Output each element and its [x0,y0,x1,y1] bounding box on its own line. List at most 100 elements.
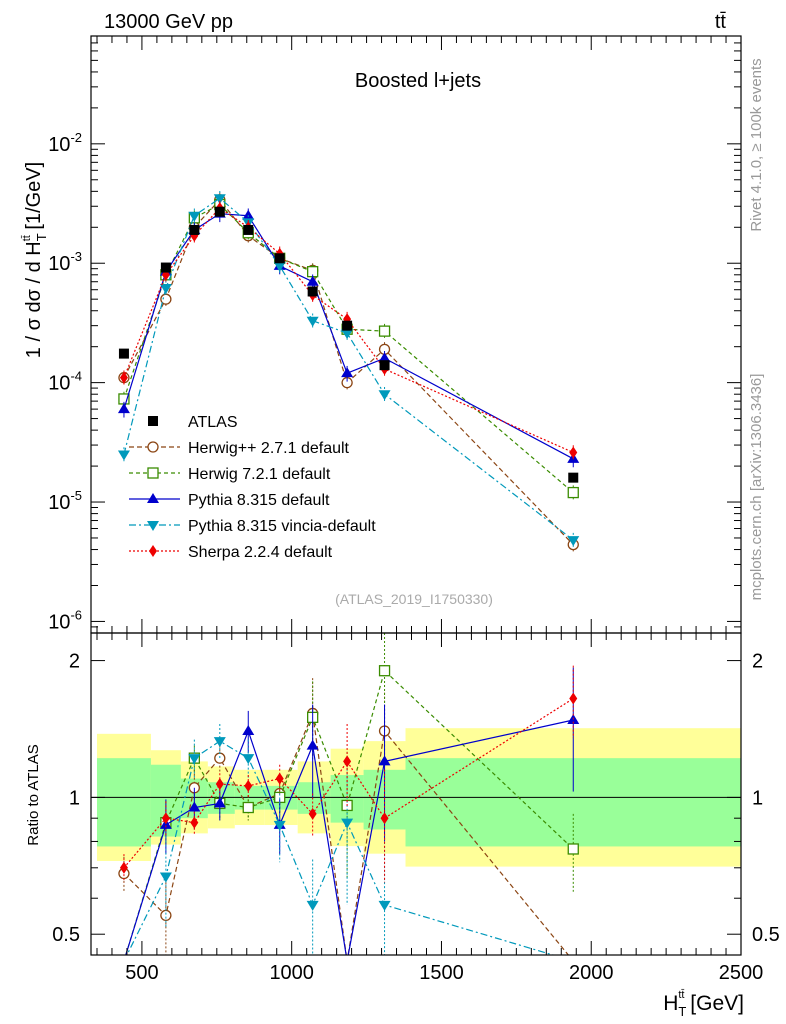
ratio-tick-label-left: 2 [69,651,80,673]
legend-marker [148,416,158,426]
chart-title: Boosted l+jets [355,70,481,92]
main-point-atlas [243,224,254,235]
ratio-line-sherpa-2-2-4-default [123,698,574,869]
main-axes: 10-6 10-5 10-4 10-3 10-2 [48,35,742,634]
main-point-atlas [189,224,200,235]
ratio-y-axis-label: Ratio to ATLAS [25,744,42,845]
ratio-point-sherpa-2-2-4-default [190,816,199,829]
y-tick-label: 10-2 [48,130,82,156]
ratio-point-pythia-8-315-vincia-default [306,900,319,911]
ratio-point-sherpa-2-2-4-default [275,772,284,785]
main-point-herwig-7-2-1-default [567,486,579,499]
y-tick-label: 10-4 [48,369,82,395]
ratio-point-herwig-2-7-1-default [160,909,172,922]
ratio-axes: 500 1000 1500 2000 2500 0.5 0.5 1 1 2 2 [52,632,780,984]
svg-text:1 / σ dσ / d HTtt̄ [1/GeV]: 1 / σ dσ / d HTtt̄ [1/GeV] [21,162,49,358]
ratio-point-herwig-7-2-1-default [567,843,579,855]
ratio-line-herwig-2-7-1-default [123,711,570,955]
ratio-tick-label-left: 0.5 [52,924,80,946]
ratio-point-pythia-8-315-vincia-default [188,754,201,765]
main-point-atlas [274,253,285,264]
main-point-atlas [568,472,579,483]
ratio-point-sherpa-2-2-4-default [119,861,128,874]
ratio-tick-label-right: 2 [752,651,763,673]
main-point-atlas [214,206,225,217]
x-axis-label: HTtt̄ [GeV] [663,989,744,1019]
x-tick-label: 1500 [419,962,464,984]
ratio-point-herwig-2-7-1-default [342,956,352,966]
y-tick-label: 10-3 [48,249,82,275]
main-point-pythia-8-315-vincia-default [117,450,130,461]
energy-label: 13000 GeV pp [104,11,233,33]
ratio-point-herwig-7-2-1-default [242,801,254,814]
main-point-pythia-8-315-default [378,352,391,363]
main-point-pythia-8-315-vincia-default [188,211,201,222]
main-point-pythia-8-315-vincia-default [159,284,172,295]
ratio-point-sherpa-2-2-4-default [380,812,389,825]
main-point-pythia-8-315-vincia-default [306,316,319,327]
main-point-atlas [307,286,318,297]
ratio-point-sherpa-2-2-4-default [161,812,170,825]
main-point-pythia-8-315-vincia-default [273,261,286,272]
ratio-point-pythia-8-315-default [188,801,201,812]
legend-marker [149,545,157,557]
main-point-pythia-8-315-default [117,403,130,414]
ratio-point-sherpa-2-2-4-default [215,778,224,791]
y-tick-label: 10-5 [48,488,82,514]
rivet-label: Rivet 4.1.0, ≥ 100k events [748,58,765,231]
ratio-point-pythia-8-315-vincia-default [242,754,255,765]
ratio-point-pythia-8-315-vincia-default [341,818,354,829]
legend: ATLAS Herwig++ 2.7.1 default Herwig 7.2.1 … [129,414,376,561]
ratio-tick-label-right: 1 [752,787,763,809]
x-tick-label: 2000 [569,962,614,984]
main-point-atlas [118,348,129,359]
ratio-line-pythia-8-315-vincia-default [126,740,556,955]
analysis-label: (ATLAS_2019_I1750330) [335,591,493,607]
main-point-pythia-8-315-default [341,367,354,378]
legend-label: Pythia 8.315 vincia-default [188,518,376,535]
main-point-pythia-8-315-vincia-default [213,194,226,205]
y-tick-label: 10-6 [48,607,82,633]
ratio-point-pythia-8-315-default [341,955,353,965]
band-stat [297,782,331,814]
ratio-point-pythia-8-315-default [213,797,226,808]
ratio-point-herwig-2-7-1-default [214,752,226,764]
ratio-point-pythia-8-315-default [242,724,255,735]
main-point-pythia-8-315-vincia-default [341,329,354,340]
main-point-atlas [342,320,353,331]
ratio-tick-label-left: 1 [69,787,80,809]
main-panel [117,191,580,554]
legend-marker [147,493,159,503]
main-point-pythia-8-315-vincia-default [567,536,580,547]
x-tick-label: 1000 [269,962,314,984]
mcplots-label: mcplots.cern.ch [arXiv:1306.3436] [748,374,765,601]
svg-text:HTtt̄ [GeV]: HTtt̄ [GeV] [663,989,744,1019]
main-point-pythia-8-315-vincia-default [378,390,391,401]
main-line-pythia-8-315-vincia-default [123,197,574,541]
main-point-herwig-7-2-1-default [378,325,391,337]
main-point-atlas [160,262,171,273]
ratio-point-sherpa-2-2-4-default [244,779,253,792]
ratio-point-pythia-8-315-vincia-default [213,737,226,748]
main-point-atlas [379,360,390,371]
process-label: tt̄ [715,11,727,33]
ratio-point-pythia-8-315-vincia-default [273,820,286,831]
legend-label: Herwig++ 2.7.1 default [188,440,350,457]
main-point-pythia-8-315-default [242,209,255,220]
x-tick-label: 2500 [719,962,764,984]
main-point-pythia-8-315-default [306,275,319,286]
main-y-axis-label: 1 / σ dσ / d HTtt̄ [1/GeV] [21,162,49,358]
x-tick-label: 500 [125,962,158,984]
ratio-point-pythia-8-315-vincia-default [378,900,391,911]
legend-label: Herwig 7.2.1 default [188,466,331,483]
legend-label: Sherpa 2.2.4 default [188,544,333,561]
band-stat [96,758,151,847]
ratio-point-herwig-7-2-1-default [378,665,391,677]
ratio-point-pythia-8-315-vincia-default [159,872,172,883]
legend-marker [147,521,159,531]
ratio-point-pythia-8-315-default [306,739,319,750]
ratio-tick-label-right: 0.5 [752,924,780,946]
ratio-point-sherpa-2-2-4-default [569,692,578,705]
main-point-sherpa-2-2-4-default [569,446,578,459]
